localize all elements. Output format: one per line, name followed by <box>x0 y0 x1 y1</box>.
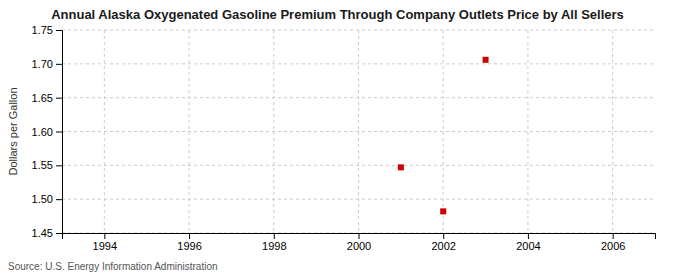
y-axis-line <box>56 31 63 234</box>
y-tick-mark <box>56 233 62 234</box>
title: Annual Alaska Oxygenated Gasoline Premiu… <box>51 7 624 22</box>
grid-line-x <box>527 30 528 233</box>
grid-line-y <box>62 131 655 132</box>
x-tick-label: 2000 <box>347 240 371 252</box>
grid <box>62 30 655 233</box>
y-tick: 1.55 <box>32 159 62 171</box>
point <box>398 164 404 170</box>
x-tick: 2004 <box>516 233 540 252</box>
point <box>440 208 446 214</box>
x-tick: 2006 <box>601 233 625 252</box>
x-tick-mark <box>359 233 360 239</box>
y-tick-mark <box>56 199 62 200</box>
marks <box>398 57 489 215</box>
grid-line-y <box>62 63 655 64</box>
grid-line-y <box>62 165 655 166</box>
source-annotation: Source: U.S. Energy Information Administ… <box>8 261 218 272</box>
point <box>483 57 489 63</box>
x-tick-mark <box>189 233 190 239</box>
x-tick-label: 1996 <box>177 240 201 252</box>
y-axis-title: Dollars per Gallon <box>7 87 19 175</box>
chart: 1994 1996 1998 2000 2002 2004 2006 1.45 1.50 1.55… <box>0 0 675 275</box>
x-tick: 2000 <box>347 233 371 252</box>
x-tick-label: 2006 <box>601 240 625 252</box>
y-tick-mark <box>56 98 62 99</box>
grid-line-y <box>62 199 655 200</box>
x-tick-mark <box>104 233 105 239</box>
y-tick-label: 1.55 <box>32 159 53 171</box>
x-tick-mark <box>613 233 614 239</box>
y-tick-label: 1.60 <box>32 126 53 138</box>
grid-line-y <box>62 97 655 98</box>
y-tick: 1.45 <box>32 227 62 239</box>
y-tick-label: 1.75 <box>32 24 53 36</box>
y-tick-label: 1.45 <box>32 227 53 239</box>
x-tick: 1998 <box>262 233 286 252</box>
y-axis: 1.45 1.50 1.55 1.60 1.65 1.70 1.75 <box>32 24 63 239</box>
y-tick-mark <box>56 64 62 65</box>
y-tick-mark <box>56 132 62 133</box>
x-tick-label: 2004 <box>516 240 540 252</box>
grid-line-x <box>612 30 613 233</box>
x-tick-mark <box>443 233 444 239</box>
y-tick-label: 1.50 <box>32 193 53 205</box>
x-tick: 2002 <box>431 233 455 252</box>
plot-area: 1994 1996 1998 2000 2002 2004 2006 1.45 1.50 1.55… <box>32 24 656 252</box>
x-tick-mark <box>528 233 529 239</box>
x-tick: 1996 <box>177 233 201 252</box>
y-tick-label: 1.70 <box>32 58 53 70</box>
y-tick-mark <box>56 165 62 166</box>
x-tick-label: 1998 <box>262 240 286 252</box>
x-tick: 1994 <box>93 233 117 252</box>
x-tick-label: 2002 <box>431 240 455 252</box>
y-tick: 1.60 <box>32 126 62 138</box>
y-tick: 1.65 <box>32 92 62 104</box>
y-tick: 1.70 <box>32 58 62 70</box>
y-tick-label: 1.65 <box>32 92 53 104</box>
x-tick-mark <box>274 233 275 239</box>
y-tick-mark <box>56 30 62 31</box>
y-tick: 1.50 <box>32 193 62 205</box>
x-axis: 1994 1996 1998 2000 2002 2004 2006 <box>63 233 656 252</box>
y-tick: 1.75 <box>32 24 62 36</box>
x-axis-line <box>63 234 656 240</box>
grid-line-y <box>62 30 655 31</box>
x-tick-label: 1994 <box>93 240 117 252</box>
